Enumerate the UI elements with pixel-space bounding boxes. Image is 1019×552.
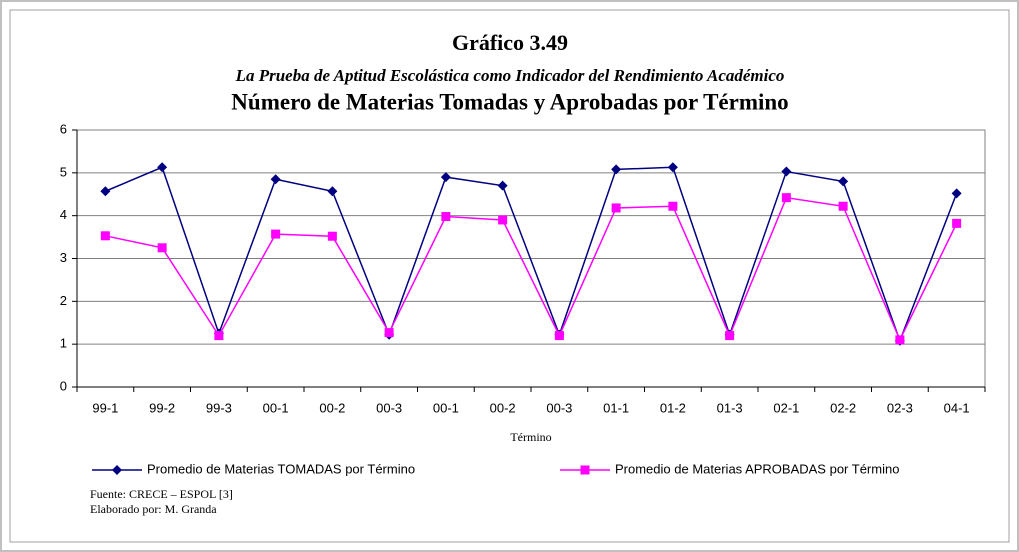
credit-note: Elaborado por: M. Granda [90, 502, 217, 516]
x-tick-label: 00-1 [433, 400, 459, 415]
x-tick-label: 00-3 [376, 400, 402, 415]
marker [384, 328, 394, 338]
x-tick-label: 01-3 [717, 400, 743, 415]
x-tick-label: 99-1 [92, 400, 118, 415]
legend-label: Promedio de Materias TOMADAS por Término [147, 461, 415, 476]
x-tick-label: 00-3 [546, 400, 572, 415]
marker [554, 331, 564, 341]
chart-heading: Número de Materias Tomadas y Aprobadas p… [231, 89, 788, 114]
source-note: Fuente: CRECE – ESPOL [3] [90, 487, 233, 501]
marker [781, 166, 792, 177]
y-tick-label: 3 [60, 250, 67, 265]
chart-title: Gráfico 3.49 [452, 30, 568, 55]
marker [951, 188, 962, 199]
marker [611, 164, 622, 175]
legend-marker [580, 465, 590, 475]
marker [952, 218, 962, 228]
x-tick-label: 02-1 [773, 400, 799, 415]
chart-subtitle: La Prueba de Aptitud Escolástica como In… [235, 66, 785, 85]
marker [157, 162, 168, 173]
legend-label: Promedio de Materias APROBADAS por Térmi… [615, 461, 899, 476]
x-tick-label: 02-3 [887, 400, 913, 415]
x-tick-label: 00-2 [490, 400, 516, 415]
x-tick-label: 01-2 [660, 400, 686, 415]
marker [157, 243, 167, 253]
x-axis-label: Término [510, 430, 551, 444]
marker [668, 201, 678, 211]
marker [781, 193, 791, 203]
legend-marker [112, 465, 122, 475]
x-tick-label: 02-2 [830, 400, 856, 415]
y-tick-label: 6 [60, 121, 67, 136]
marker [100, 186, 111, 197]
marker [725, 331, 735, 341]
x-tick-label: 00-1 [263, 400, 289, 415]
marker [441, 212, 451, 222]
marker [667, 162, 678, 173]
marker [271, 229, 281, 239]
marker [327, 231, 337, 241]
x-tick-label: 00-2 [319, 400, 345, 415]
x-tick-label: 99-3 [206, 400, 232, 415]
series-line [105, 196, 958, 342]
marker [611, 203, 621, 213]
x-tick-label: 99-2 [149, 400, 175, 415]
marker [838, 176, 849, 187]
marker [327, 186, 338, 197]
x-tick-label: 01-1 [603, 400, 629, 415]
y-tick-label: 5 [60, 164, 67, 179]
marker [214, 331, 224, 341]
marker [497, 180, 508, 191]
x-tick-label: 04-1 [944, 400, 970, 415]
y-tick-label: 2 [60, 293, 67, 308]
y-tick-label: 0 [60, 378, 67, 393]
marker [100, 231, 110, 241]
marker [440, 172, 451, 183]
series-line [105, 166, 958, 343]
y-tick-label: 1 [60, 336, 67, 351]
marker [895, 335, 905, 345]
marker [498, 215, 508, 225]
marker [270, 174, 281, 185]
marker [838, 201, 848, 211]
y-tick-label: 4 [60, 207, 67, 222]
